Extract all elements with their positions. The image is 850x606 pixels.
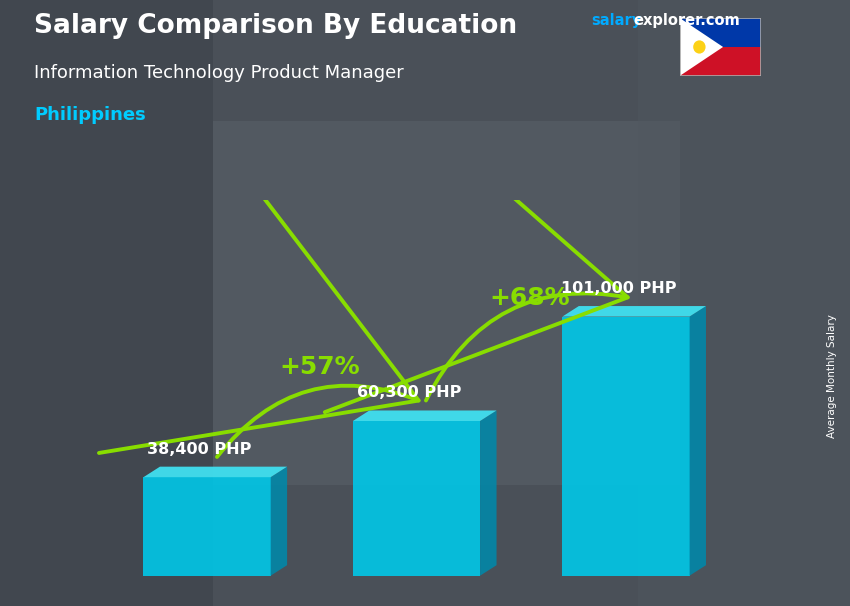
Text: 101,000 PHP: 101,000 PHP bbox=[561, 281, 677, 296]
Text: Information Technology Product Manager: Information Technology Product Manager bbox=[34, 64, 404, 82]
Text: explorer.com: explorer.com bbox=[633, 13, 740, 28]
Text: Philippines: Philippines bbox=[34, 106, 145, 124]
Circle shape bbox=[694, 41, 705, 53]
Polygon shape bbox=[689, 306, 706, 576]
Bar bbox=[680, 18, 761, 47]
Bar bbox=[0, 0, 212, 606]
Bar bbox=[680, 47, 761, 76]
Text: 60,300 PHP: 60,300 PHP bbox=[357, 385, 462, 401]
Text: salary: salary bbox=[591, 13, 641, 28]
Polygon shape bbox=[144, 467, 287, 477]
Polygon shape bbox=[144, 477, 270, 576]
Polygon shape bbox=[563, 316, 689, 576]
Polygon shape bbox=[353, 421, 480, 576]
Text: +68%: +68% bbox=[489, 286, 570, 310]
Bar bbox=[638, 0, 850, 606]
Text: +57%: +57% bbox=[280, 355, 360, 379]
Polygon shape bbox=[563, 306, 706, 316]
Bar bbox=[212, 121, 680, 485]
Polygon shape bbox=[353, 410, 496, 421]
FancyArrowPatch shape bbox=[99, 143, 419, 457]
FancyArrowPatch shape bbox=[325, 84, 627, 412]
Text: Salary Comparison By Education: Salary Comparison By Education bbox=[34, 13, 517, 39]
Polygon shape bbox=[680, 18, 723, 76]
Polygon shape bbox=[270, 467, 287, 576]
Text: Average Monthly Salary: Average Monthly Salary bbox=[827, 314, 837, 438]
Text: 38,400 PHP: 38,400 PHP bbox=[147, 442, 252, 456]
Polygon shape bbox=[480, 410, 496, 576]
